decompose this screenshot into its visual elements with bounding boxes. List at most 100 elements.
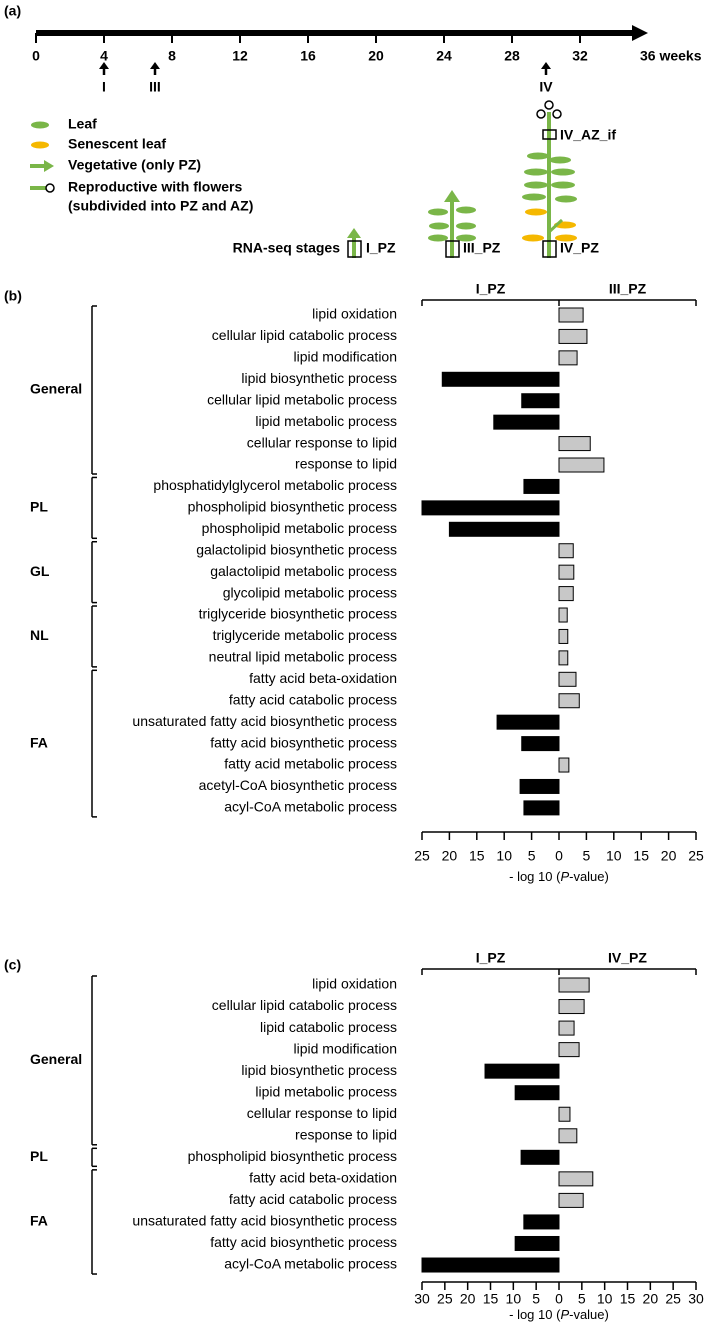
x-tick-label: 25 [665,1291,681,1307]
x-tick-label: 15 [469,848,485,864]
category-label: fatty acid metabolic process [224,756,397,772]
category-label: fatty acid biosynthetic process [210,1234,397,1250]
timeline-tick-label: 20 [368,48,384,64]
x-tick-label: 10 [506,1291,522,1307]
category-label: lipid biosynthetic process [241,1062,397,1078]
group-label: NL [30,627,49,643]
senescent-icon [31,141,49,149]
x-tick-label: 5 [578,1291,586,1307]
stage-arrowhead [99,62,109,69]
category-label: lipid metabolic process [255,1083,397,1099]
series-name: IV_PZ [608,950,647,966]
x-tick-label: 25 [437,1291,453,1307]
bar [519,778,560,794]
bar [558,757,570,773]
group-label: General [30,381,82,397]
x-tick-label: 20 [661,848,677,864]
x-axis-label-part: P [560,869,569,884]
bar [441,371,560,387]
x-tick-label: 15 [620,1291,636,1307]
bar [558,1020,575,1036]
timeline-tick-label: 0 [32,48,40,64]
category-label: lipid catabolic process [260,1019,397,1035]
bar [558,607,568,623]
bar [421,500,560,516]
category-label: phospholipid biosynthetic process [188,499,397,515]
category-label: cellular response to lipid [247,1105,397,1121]
x-tick-label: 15 [483,1291,499,1307]
bar [558,1128,578,1144]
category-label: lipid oxidation [312,976,397,992]
bar [421,1257,560,1273]
x-tick-label: 20 [643,1291,659,1307]
sample-label: III_PZ [463,240,501,256]
category-label: lipid modification [294,349,398,365]
bar [520,1149,560,1165]
category-label: triglyceride biosynthetic process [199,606,397,622]
sample-box [542,240,557,258]
bar [484,1063,560,1079]
x-axis-label: - log 10 (P-value) [509,1307,609,1322]
bar [493,414,560,430]
sample-box [347,240,362,258]
x-tick-label: 10 [496,848,512,864]
x-tick-label: 0 [555,848,563,864]
x-tick-label: 0 [555,1291,563,1307]
bar [558,457,605,473]
x-tick-label: 5 [532,1291,540,1307]
x-tick-label: 30 [414,1291,430,1307]
timeline-tick-label: 4 [100,48,108,64]
timeline-arrowhead [632,25,648,41]
bar [558,586,574,602]
category-label: acyl-CoA metabolic process [224,1256,397,1272]
timeline-tick-label: 24 [436,48,452,64]
category-label: lipid biosynthetic process [241,370,397,386]
bar [558,977,590,993]
legend-text: Leaf [68,116,97,132]
category-label: unsaturated fatty acid biosynthetic proc… [132,713,397,729]
legend-text: Senescent leaf [68,136,166,152]
category-label: phospholipid metabolic process [202,520,397,536]
category-label: lipid modification [294,1040,398,1056]
bar [558,1042,580,1058]
bar [558,307,584,323]
group-label: PL [30,499,48,515]
timeline-tick-label: 12 [232,48,248,64]
x-tick-label: 25 [688,848,704,864]
rnaseq-label: RNA-seq stages [233,240,341,256]
stage-arrowhead [541,62,551,69]
sample-label: IV_PZ [560,240,599,256]
bar [558,436,591,452]
stage-label: IV [539,79,553,95]
bar [558,1171,594,1187]
category-label: galactolipid metabolic process [210,563,397,579]
x-tick-label: 15 [633,848,649,864]
category-label: response to lipid [295,456,397,472]
category-label: fatty acid catabolic process [229,691,397,707]
x-tick-label: 5 [583,848,591,864]
bar [514,1235,560,1251]
stage-arrowhead [150,62,160,69]
series-name: I_PZ [476,281,506,297]
category-label: response to lipid [295,1126,397,1142]
leaf-icon [31,121,49,129]
x-tick-label: 20 [442,848,458,864]
bar [523,478,560,494]
category-label: lipid metabolic process [255,413,397,429]
x-axis-label: - log 10 (P-value) [509,869,609,884]
bar [558,1106,571,1122]
stage-label: I [102,79,106,95]
timeline-tick-label: 16 [300,48,316,64]
series-name: III_PZ [609,281,647,297]
x-tick-label: 25 [414,848,430,864]
vegetative-icon [30,160,54,172]
x-tick-label: 5 [528,848,536,864]
category-label: lipid oxidation [312,306,397,322]
category-label: acyl-CoA metabolic process [224,799,397,815]
category-label: cellular response to lipid [247,434,397,450]
panel-label: (c) [4,957,21,973]
reproductive-icon [30,183,55,193]
stage-label: III [149,79,161,95]
plant-iv [522,100,577,258]
